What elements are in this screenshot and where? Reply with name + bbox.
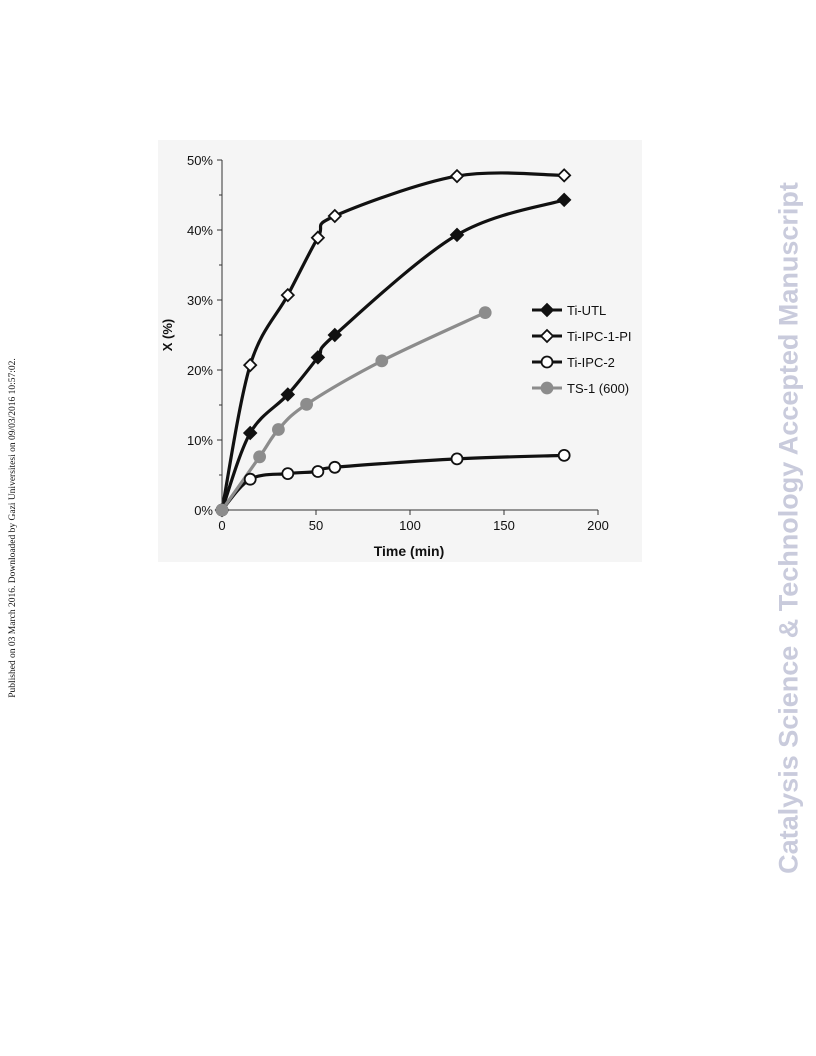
data-point-ti-ipc-2 xyxy=(311,465,325,478)
data-point-ti-utl xyxy=(327,327,343,343)
y-axis-label: X (%) xyxy=(160,319,175,352)
data-point-ti-ipc-2 xyxy=(557,448,571,462)
y-tick-label: 20% xyxy=(187,363,213,378)
legend-marker-ti-ipc-2 xyxy=(540,355,554,369)
x-tick-label: 0 xyxy=(218,518,225,533)
x-tick-label: 200 xyxy=(587,518,609,533)
y-tick-label: 40% xyxy=(187,223,213,238)
data-point-ti-ipc-1-pi xyxy=(242,357,258,373)
data-point-ts-1-600 xyxy=(375,354,389,368)
data-point-ti-utl xyxy=(310,350,326,365)
data-point-ti-ipc-2 xyxy=(243,472,257,486)
data-point-ts-1-600 xyxy=(253,450,267,464)
axes: 0 50 100 150 200 0% 10% 20% 30% 40% 50% xyxy=(187,153,609,533)
data-point-ts-1-600 xyxy=(215,503,229,517)
data-point-ts-1-600 xyxy=(271,423,285,436)
legend-marker-ti-utl xyxy=(539,302,555,318)
legend-marker-ti-ipc-1-pi xyxy=(539,328,555,344)
legend: Ti-UTL Ti-IPC-1-PI Ti-IPC-2 TS-1 (600) xyxy=(532,302,632,396)
data-point-ti-utl xyxy=(280,387,296,402)
data-point-ti-ipc-1-pi xyxy=(327,208,343,224)
data-point-ti-ipc-1-pi xyxy=(280,287,296,303)
y-tick-label: 0% xyxy=(194,503,213,518)
y-tick-label: 10% xyxy=(187,433,213,448)
legend-label-ts-1-600: TS-1 (600) xyxy=(567,381,629,396)
data-point-ti-utl xyxy=(242,425,258,441)
data-point-ti-ipc-1-pi xyxy=(556,168,572,183)
data-point-ti-ipc-2 xyxy=(450,452,464,466)
legend-marker-ts-1-600 xyxy=(540,381,554,395)
data-point-ti-ipc-1-pi xyxy=(449,168,465,184)
legend-label-ti-utl: Ti-UTL xyxy=(567,303,606,318)
x-axis-label: Time (min) xyxy=(374,543,445,559)
data-point-ti-utl xyxy=(449,227,465,243)
data-point-ti-ipc-1-pi xyxy=(310,230,326,245)
legend-label-ti-ipc-2: Ti-IPC-2 xyxy=(567,355,615,370)
x-tick-label: 100 xyxy=(399,518,421,533)
data-point-ts-1-600 xyxy=(478,306,492,320)
data-point-ti-ipc-2 xyxy=(328,460,342,474)
y-tick-label: 30% xyxy=(187,293,213,308)
data-point-ti-utl xyxy=(556,192,572,208)
data-point-ts-1-600 xyxy=(300,397,314,411)
x-tick-label: 150 xyxy=(493,518,515,533)
data-points xyxy=(214,168,572,518)
data-point-ti-ipc-2 xyxy=(281,467,295,481)
x-tick-label: 50 xyxy=(309,518,323,533)
legend-label-ti-ipc-1-pi: Ti-IPC-1-PI xyxy=(567,329,632,344)
y-tick-label: 50% xyxy=(187,153,213,168)
